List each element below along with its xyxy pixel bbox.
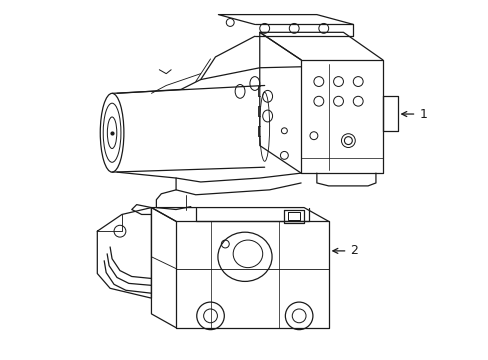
Text: 2: 2 xyxy=(332,244,358,257)
Text: 1: 1 xyxy=(401,108,426,121)
